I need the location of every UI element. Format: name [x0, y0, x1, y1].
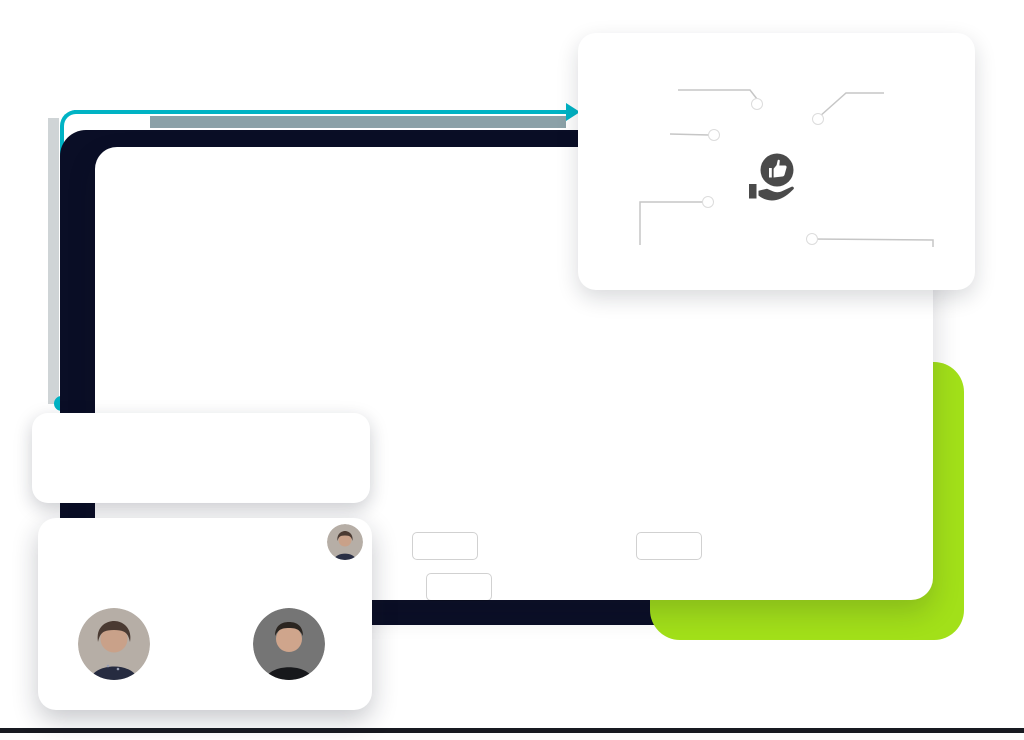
legend-item-missed-calls [636, 531, 712, 561]
legend-item-voicemail [426, 572, 502, 602]
avatar-woman-icon [78, 608, 150, 680]
bottom-edge-line [0, 728, 1024, 733]
voice-message-card [32, 413, 370, 503]
legend-item-incoming-calls [412, 531, 488, 561]
customer-satisfaction-card [578, 33, 975, 290]
legend-swatch-voicemail [426, 573, 492, 601]
avatar-woman-small [327, 524, 363, 560]
arrow-corner [60, 110, 84, 134]
arrow-head-icon [566, 103, 580, 121]
participant-avatar-left [78, 608, 150, 680]
caller-avatar [327, 524, 363, 560]
arrow-shadow [150, 116, 566, 128]
thumbs-up-hand-icon [749, 153, 794, 201]
call-waveform [158, 630, 252, 670]
participant-avatar-right [253, 608, 325, 680]
legend-swatch-missed [636, 532, 702, 560]
legend-swatch-incoming [412, 532, 478, 560]
live-call-dot [62, 528, 75, 541]
arrow-line-horizontal [74, 110, 566, 114]
audio-waveform [83, 425, 323, 465]
avatar-man-icon [253, 608, 325, 680]
ongoing-call-card [38, 518, 372, 710]
arrow-shadow-vertical [48, 118, 59, 404]
